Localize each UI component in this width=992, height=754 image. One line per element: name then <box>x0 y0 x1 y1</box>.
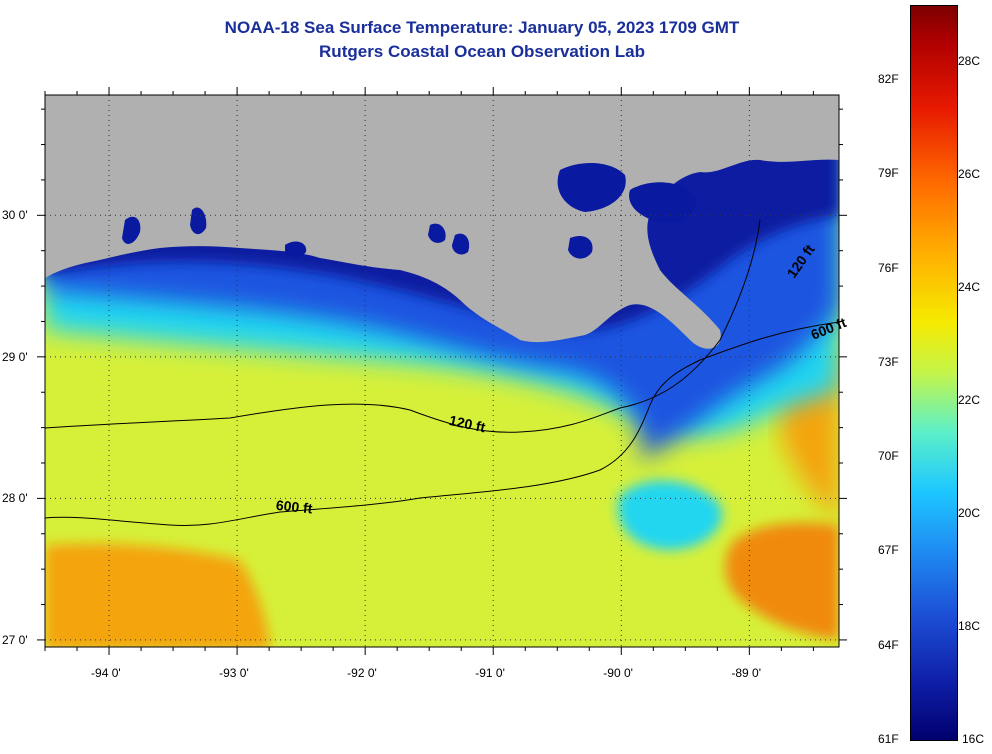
warm-water-region <box>45 543 270 647</box>
fahrenheit-label: 70F <box>878 449 899 464</box>
land-mass <box>45 95 839 349</box>
longitude-label: -89 0' <box>731 666 761 680</box>
fahrenheit-label: 76F <box>878 260 899 275</box>
contour-120ft <box>45 219 761 433</box>
fahrenheit-label: 82F <box>878 72 899 86</box>
inland-water <box>428 223 446 243</box>
celsius-label: 28C <box>958 54 981 68</box>
celsius-label: 26C <box>958 167 981 181</box>
latitude-label: 28 0' <box>2 491 28 506</box>
inland-water <box>285 241 307 258</box>
longitude-label: -93 0' <box>219 666 249 680</box>
contour-label: 600 ft <box>275 497 313 517</box>
map-title: NOAA-18 Sea Surface Temperature: January… <box>224 18 740 37</box>
latitude-label: 29 0' <box>2 349 28 364</box>
celsius-label: 24C <box>958 280 981 294</box>
latitude-label: 30 0' <box>2 208 28 223</box>
temperature-colorbar <box>910 5 958 741</box>
longitude-label: -92 0' <box>347 666 377 680</box>
map-frame <box>44 94 840 648</box>
inland-water <box>557 163 626 212</box>
fahrenheit-label: 73F <box>878 354 899 369</box>
fahrenheit-label: 79F <box>878 166 899 181</box>
longitude-label: -94 0' <box>91 666 121 680</box>
map-subtitle: Rutgers Coastal Ocean Observation Lab <box>319 42 645 61</box>
warm-eddy <box>725 522 839 640</box>
celsius-label: 20C <box>958 506 981 520</box>
longitude-label: -90 0' <box>603 666 633 680</box>
inland-water <box>629 182 696 223</box>
inland-water <box>568 235 593 259</box>
inland-water <box>452 233 470 255</box>
fahrenheit-label: 64F <box>878 637 899 652</box>
graticule <box>45 95 839 647</box>
contour-600ft <box>45 321 839 527</box>
celsius-label: 22C <box>958 393 981 407</box>
fahrenheit-label: 67F <box>878 543 899 558</box>
fahrenheit-label: 61F <box>878 732 899 746</box>
longitude-label: -91 0' <box>475 666 505 680</box>
sst-field <box>45 95 839 647</box>
celsius-label: 18C <box>958 619 981 633</box>
contour-label: 120 ft <box>448 412 487 435</box>
inland-water <box>190 207 207 235</box>
inland-water <box>122 216 141 244</box>
axis-ticks <box>37 87 847 655</box>
celsius-label: 16C <box>962 732 985 746</box>
bathymetry-contours <box>45 219 839 527</box>
latitude-label: 27 0' <box>2 632 28 647</box>
